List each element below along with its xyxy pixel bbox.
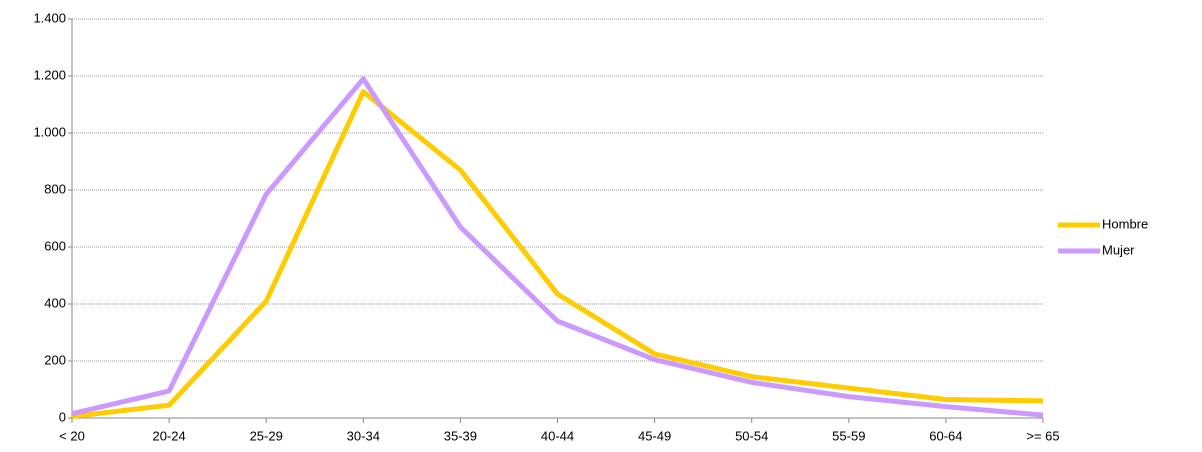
x-tick-label: 25-29 [250,428,283,443]
y-tick-label: 200 [44,352,66,367]
y-tick-label: 800 [44,181,66,196]
legend-label: Mujer [1102,242,1135,257]
x-tick-label: < 20 [59,428,85,443]
x-tick-label: 50-54 [735,428,768,443]
x-tick-label: >= 65 [1026,428,1059,443]
x-tick-label: 40-44 [541,428,574,443]
x-tick-label: 30-34 [347,428,380,443]
x-tick-label: 45-49 [638,428,671,443]
series-line [71,89,1044,420]
x-tick-label: 60-64 [929,428,962,443]
y-tick-label: 600 [44,238,66,253]
x-tick-label: 35-39 [444,428,477,443]
y-tick-label: 400 [44,295,66,310]
y-tick-label: 0 [59,409,66,424]
y-tick-label: 1.400 [33,10,66,25]
legend-label: Hombre [1102,216,1148,231]
y-tick-label: 1.200 [33,67,66,82]
series-line [71,76,1044,418]
y-tick-label: 1.000 [33,124,66,139]
x-tick-label: 55-59 [832,428,865,443]
x-tick-label: 20-24 [152,428,185,443]
